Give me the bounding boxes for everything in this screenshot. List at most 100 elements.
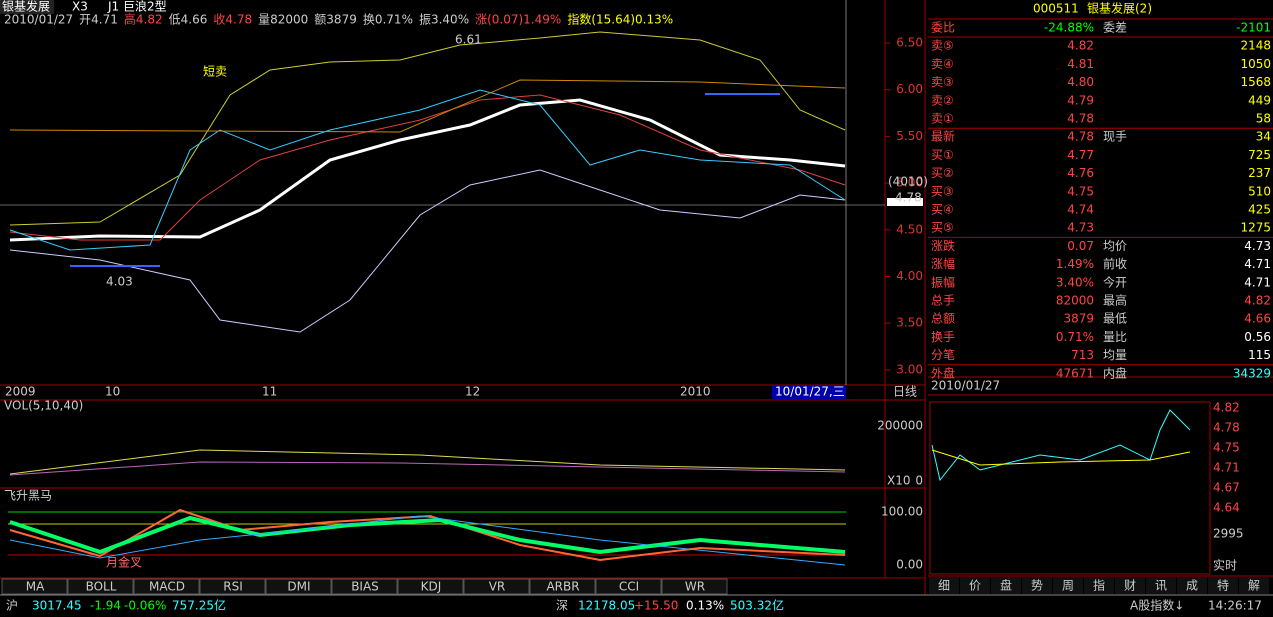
stock-label-bg (0, 0, 54, 14)
side-tab-label: 势 (1031, 579, 1043, 593)
side-tab-label: 成 (1186, 579, 1198, 593)
quote-value: 4.77 (1067, 148, 1094, 162)
quote-volume: -2101 (1236, 21, 1271, 35)
indicator-tab[interactable] (331, 578, 398, 595)
indicator-tab[interactable] (397, 578, 464, 595)
frames (0, 0, 1273, 596)
tab-label: CCI (619, 580, 639, 594)
quote-label: 最高 (1103, 293, 1127, 308)
intraday-price (931, 409, 1191, 482)
quote-label: 换手 (931, 330, 955, 344)
indicator-tab[interactable] (463, 578, 530, 595)
price-tick: 3.00 (896, 362, 923, 376)
quote-label: 涨跌 (931, 238, 955, 253)
time-label: 11 (262, 385, 277, 399)
status-sh: -0.06% (124, 599, 166, 613)
cursor-price: 4.78 (895, 191, 922, 205)
side-tab[interactable] (1053, 577, 1083, 594)
info-item: 换0.71% (363, 13, 413, 27)
indicator-tab[interactable] (1, 578, 68, 595)
quote-label: 最低 (1103, 312, 1127, 326)
indicator-tick: 0.00 (896, 558, 923, 572)
time-label: 2010 (680, 385, 711, 399)
side-tab[interactable] (1115, 577, 1145, 594)
intraday-average (931, 449, 1191, 466)
intraday-tick: 4.78 (1213, 421, 1240, 435)
quote-volume: 449 (1248, 93, 1271, 107)
info-item: 低4.66 (169, 13, 208, 27)
quote-volume: 4.71 (1244, 257, 1271, 271)
intraday-mode: 实时 (1213, 558, 1237, 573)
stock-code: 000511 (1033, 2, 1079, 16)
tab-label: BIAS (351, 580, 379, 594)
quote-value: 4.82 (1067, 39, 1094, 53)
indicator-tab[interactable] (661, 578, 728, 595)
info-item: 量82000 (258, 13, 308, 27)
side-tab[interactable] (960, 577, 990, 594)
quote-value: 3.40% (1056, 275, 1094, 289)
side-tab-label: 特 (1217, 578, 1229, 593)
tab-label: ARBR (546, 580, 579, 594)
indicator-tab[interactable] (595, 578, 662, 595)
quote-label: 现手 (1103, 130, 1127, 144)
status-sh: 沪 (6, 599, 18, 613)
quote-value: -24.88% (1044, 21, 1094, 35)
quote-label: 均量 (1103, 348, 1127, 362)
time-label: 2009 (5, 385, 36, 399)
info-item: 额3879 (314, 13, 357, 27)
cursor-volume: (4010) (888, 175, 928, 189)
quote-volume: 115 (1248, 348, 1271, 362)
tab-label: DMI (287, 580, 310, 594)
info-item: 振3.40% (419, 13, 469, 27)
status-sz: 12178.05 (578, 599, 635, 613)
indicator-tick: 100.00 (881, 505, 923, 519)
indicator-tab[interactable] (265, 578, 332, 595)
indicator-tab[interactable] (133, 578, 200, 595)
status-sz: 503.32亿 (730, 598, 784, 613)
price-tick: 6.00 (896, 82, 923, 96)
quote-label: 涨幅 (931, 256, 955, 271)
side-tab[interactable] (1084, 577, 1114, 594)
side-tab[interactable] (929, 577, 959, 594)
info-item: 开4.71 (79, 13, 118, 27)
status-sh: 757.25亿 (172, 598, 226, 613)
quote-label: 买④ (931, 203, 954, 217)
stock-name: 银基发展 (2, 0, 50, 14)
period: 日线 (893, 385, 917, 399)
volume-tick: 200000 (877, 419, 923, 433)
quote-value: 4.78 (1067, 130, 1094, 144)
side-tab-label: 盘 (1000, 578, 1012, 593)
side-tab[interactable] (1177, 577, 1207, 594)
quote-label: 均价 (1103, 239, 1127, 253)
side-tab[interactable] (1208, 577, 1238, 594)
quote-value: 4.75 (1067, 184, 1094, 198)
side-tab[interactable] (1239, 577, 1269, 594)
indicator-tab[interactable] (199, 578, 266, 595)
time-label: 10 (105, 385, 120, 399)
side-tab-label: 价 (969, 579, 981, 593)
side-tab[interactable] (1022, 577, 1052, 594)
quote-label: 委差 (1103, 21, 1127, 35)
quote-value: 4.80 (1067, 75, 1094, 89)
quote-value: 3879 (1063, 312, 1094, 326)
intraday-tick: 4.67 (1213, 481, 1240, 495)
side-tab[interactable] (1146, 577, 1176, 594)
status-sz: 0.13% (686, 599, 724, 613)
quote-value: 4.74 (1067, 203, 1094, 217)
intraday-tick: 4.71 (1213, 461, 1240, 475)
marker: J1 巨浪2型 (107, 0, 167, 14)
side-tab[interactable] (991, 577, 1021, 594)
tab-label: MACD (149, 580, 185, 594)
indicator-tab[interactable] (529, 578, 596, 595)
indicator-tab[interactable] (67, 578, 134, 595)
quote-label: 分笔 (931, 347, 955, 362)
quote-volume: 4.71 (1244, 275, 1271, 289)
quote-value: 4.73 (1067, 221, 1094, 235)
price-tick: 3.50 (896, 316, 923, 330)
quote-volume: 1050 (1240, 57, 1271, 71)
quote-volume: 0.56 (1244, 330, 1271, 344)
info-item: 收4.78 (213, 13, 252, 27)
quote-volume: 510 (1248, 184, 1271, 198)
